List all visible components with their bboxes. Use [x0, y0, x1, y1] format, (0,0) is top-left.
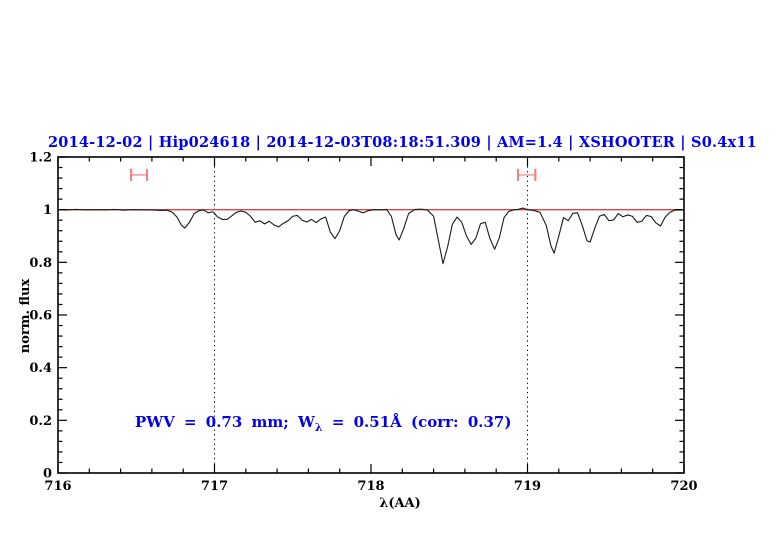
- annotation-suffix: = 0.51Å (corr: 0.37): [322, 413, 512, 431]
- annotation-lambda-subscript: λ: [314, 421, 323, 434]
- y-tick-label: 1: [43, 203, 52, 218]
- axis-ticks: [57, 156, 685, 474]
- y-tick-label: 0.4: [29, 361, 52, 376]
- y-tick-label: 0: [43, 467, 52, 482]
- spectrum-line: [57, 207, 685, 265]
- y-tick-label: 0.6: [29, 309, 52, 324]
- x-tick-label: 720: [670, 479, 697, 494]
- plot-title: 2014-12-02 | Hip024618 | 2014-12-03T08:1…: [48, 134, 757, 151]
- y-tick-label: 1.2: [29, 151, 52, 166]
- annotation-prefix: PWV = 0.73 mm; W: [135, 413, 315, 431]
- x-tick-label: 716: [44, 479, 71, 494]
- pwv-annotation: PWV = 0.73 mm; Wλ = 0.51Å (corr: 0.37): [135, 413, 511, 434]
- x-axis-label: λ(AA): [379, 496, 421, 511]
- y-tick-label: 0.2: [29, 414, 52, 429]
- pwv-range-marker: [129, 168, 149, 181]
- x-tick-label: 718: [357, 479, 384, 494]
- y-tick-label: 0.8: [29, 256, 52, 271]
- y-axis-label: norm. flux: [18, 278, 33, 354]
- x-tick-label: 717: [201, 479, 228, 494]
- x-tick-label: 719: [514, 479, 541, 494]
- pwv-range-marker: [517, 168, 537, 181]
